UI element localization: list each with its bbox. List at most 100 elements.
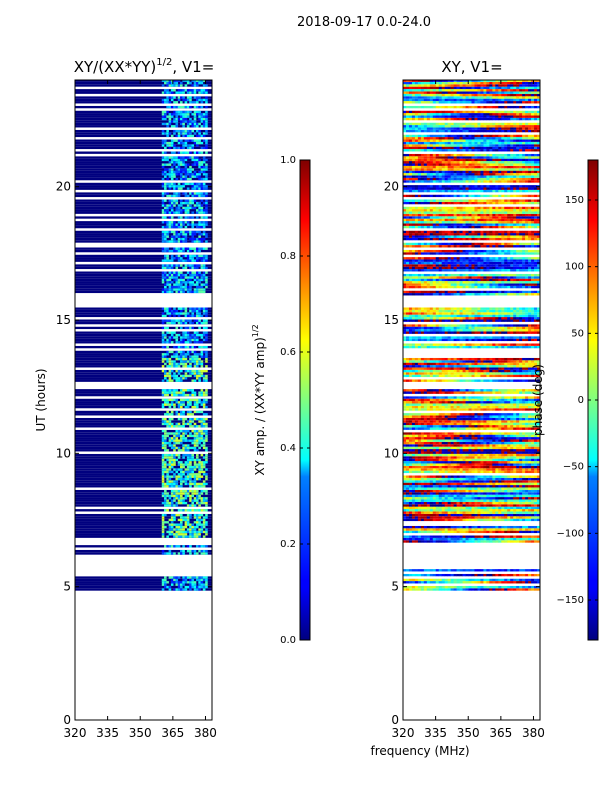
phase-cell xyxy=(465,425,469,428)
phase-cell xyxy=(525,506,529,510)
amplitude-row xyxy=(75,98,212,102)
phase-cell xyxy=(468,485,472,488)
phase-cell xyxy=(465,516,469,519)
phase-cell xyxy=(474,437,478,440)
phase-cell xyxy=(477,509,481,512)
phase-cell xyxy=(522,525,526,529)
amplitude-cell xyxy=(193,432,197,435)
phase-cell xyxy=(411,573,416,577)
amplitude-cell xyxy=(196,405,199,409)
amplitude-cell xyxy=(196,449,199,452)
amplitude-cell xyxy=(189,480,192,483)
phase-cell xyxy=(411,449,416,452)
amplitude-cell xyxy=(196,473,199,476)
amplitude-cell xyxy=(173,473,176,476)
amplitude-cell xyxy=(198,482,201,486)
amplitude-cell xyxy=(166,96,169,99)
amplitude-cell xyxy=(170,470,174,474)
amplitude-cell xyxy=(202,437,206,440)
flagged-row xyxy=(75,153,212,157)
amplitude-cell xyxy=(205,96,208,99)
phase-cell xyxy=(516,492,520,495)
phase-cell xyxy=(480,509,484,512)
phase-cell xyxy=(417,530,422,534)
amplitude-row xyxy=(75,581,212,584)
phase-cell xyxy=(504,494,508,498)
phase-cell xyxy=(507,470,511,474)
amplitude-cell xyxy=(168,465,172,469)
amplitude-cell xyxy=(189,233,192,236)
phase-cell xyxy=(462,437,466,440)
phase-cell xyxy=(426,513,431,517)
amplitude-cell xyxy=(189,165,192,169)
amplitude-cell xyxy=(193,492,197,495)
phase-cell xyxy=(441,494,445,498)
amplitude-cell xyxy=(175,422,179,426)
amplitude-cell xyxy=(170,341,174,344)
amplitude-cell xyxy=(186,271,190,274)
amplitude-cell xyxy=(164,401,167,404)
amplitude-cell xyxy=(205,144,208,147)
phase-cell xyxy=(426,492,431,495)
phase-cell xyxy=(465,434,469,438)
amplitude-cell xyxy=(186,281,190,284)
amplitude-row xyxy=(75,259,212,262)
phase-cell xyxy=(453,492,457,495)
phase-cell xyxy=(498,588,502,591)
amplitude-cell xyxy=(173,345,176,349)
amplitude-cell xyxy=(196,240,199,243)
phase-cell xyxy=(471,434,475,438)
amplitude-cell xyxy=(193,465,197,469)
phase-cell xyxy=(417,485,422,488)
amplitude-cell xyxy=(184,237,188,241)
phase-cell xyxy=(516,573,520,577)
phase-cell xyxy=(408,453,413,457)
amplitude-cell xyxy=(180,523,183,526)
amplitude-cell xyxy=(198,439,201,442)
amplitude-cell xyxy=(170,209,174,212)
amplitude-cell xyxy=(175,391,179,394)
phase-cell xyxy=(468,581,472,584)
phase-cell xyxy=(474,525,478,529)
amplitude-cell xyxy=(184,141,188,145)
amplitude-cell xyxy=(189,249,192,253)
phase-cell xyxy=(438,487,443,490)
amplitude-cell xyxy=(186,549,190,553)
amplitude-cell xyxy=(184,453,188,457)
amplitude-cell xyxy=(170,156,174,159)
amplitude-cell xyxy=(168,372,172,375)
phase-cell xyxy=(403,468,407,471)
phase-cell xyxy=(462,540,466,543)
phase-cell xyxy=(534,470,538,474)
phase-cell xyxy=(522,470,526,474)
amplitude-cell xyxy=(164,501,167,505)
amplitude-cell xyxy=(161,151,165,154)
amplitude-cell xyxy=(180,341,183,344)
phase-cell xyxy=(468,458,472,462)
amplitude-cell xyxy=(200,475,204,478)
phase-cell xyxy=(456,465,460,469)
amplitude-cell xyxy=(205,257,208,260)
phase-cell xyxy=(403,530,407,534)
phase-cell xyxy=(531,437,535,440)
amplitude-cell xyxy=(196,209,199,212)
phase-cell xyxy=(510,506,514,510)
amplitude-cell xyxy=(200,314,204,318)
amplitude-cell xyxy=(164,168,167,171)
phase-cell xyxy=(489,434,493,438)
amplitude-cell xyxy=(193,151,197,154)
phase-cell xyxy=(486,509,490,512)
phase-cell xyxy=(411,513,416,517)
amplitude-cell xyxy=(202,247,206,250)
phase-cell xyxy=(429,501,434,505)
phase-cell xyxy=(483,451,487,454)
phase-cell xyxy=(408,468,413,471)
amplitude-cell xyxy=(200,453,204,457)
phase-cell xyxy=(486,468,490,471)
phase-cell xyxy=(531,453,535,457)
phase-cell xyxy=(432,456,437,459)
phase-cell xyxy=(417,585,422,589)
amplitude-cell xyxy=(161,273,165,277)
phase-cell xyxy=(513,569,517,572)
phase-cell xyxy=(531,470,535,474)
